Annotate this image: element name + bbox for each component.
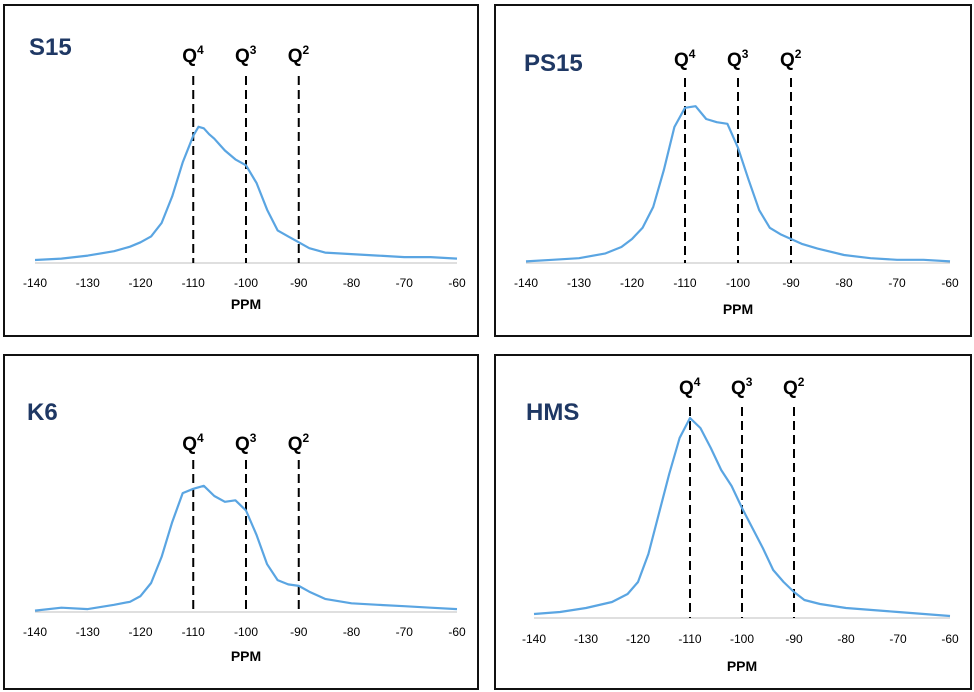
q2-superscript: 2 (303, 431, 310, 445)
x-tick-label: -130 (76, 276, 100, 290)
q3-label: Q3 (235, 431, 257, 455)
x-tick-label: -70 (889, 632, 907, 646)
panel-hms: HMS Q4 Q3 Q2 -140 -130 -120 -110 -100 -90 -80 -70 -6… (494, 354, 972, 690)
x-tick-label: -80 (837, 632, 855, 646)
x-tick-label: -100 (234, 276, 258, 290)
x-tick-label: -130 (574, 632, 598, 646)
panel-ps15: PS15 Q4 Q3 Q2 -140 -130 -120 -110 -100 -90 -80 -70 -… (494, 4, 972, 337)
panel-title: HMS (526, 399, 579, 426)
chart-svg: HMS Q4 Q3 Q2 -140 -130 -120 -110 -100 -90 -80 -70 -6… (522, 375, 959, 674)
x-axis-title: PPM (723, 301, 753, 317)
x-tick-label: -140 (522, 632, 546, 646)
x-tick-label: -110 (673, 276, 696, 290)
q4-superscript: 4 (197, 43, 204, 57)
x-tick-label: -110 (678, 632, 701, 646)
x-tick-label: -140 (514, 276, 538, 290)
x-tick-label: -90 (290, 276, 308, 290)
x-tick-label: -120 (626, 632, 650, 646)
x-tick-label: -80 (343, 276, 361, 290)
x-tick-label: -60 (448, 625, 466, 639)
q3-superscript: 3 (746, 375, 753, 389)
q4-label: Q4 (182, 431, 204, 455)
x-tick-label: -70 (888, 276, 906, 290)
spectrum-line (533, 416, 951, 618)
x-axis-title: PPM (231, 296, 261, 312)
spectrum-line (525, 105, 951, 263)
q2-label: Q2 (783, 375, 805, 399)
x-axis-title: PPM (727, 658, 757, 674)
panel-k6: K6 Q4 Q3 Q2 -140 -130 -120 -110 -100 -90 -80 -70 -60… (3, 354, 479, 690)
q3-label: Q3 (235, 43, 257, 67)
x-tick-label: -120 (128, 276, 152, 290)
x-tick-label: -120 (620, 276, 644, 290)
x-tick-label: -100 (234, 625, 258, 639)
q2-superscript: 2 (303, 43, 310, 57)
q2-superscript: 2 (798, 375, 805, 389)
q4-label: Q4 (679, 375, 701, 399)
panel-title: S15 (29, 34, 72, 61)
x-tick-label: -130 (567, 276, 591, 290)
q3-superscript: 3 (742, 47, 749, 61)
chart-svg: S15 Q4 Q3 Q2 -140 -130 -120 -110 -100 -90 -80 -70 -6… (23, 34, 466, 312)
x-axis-title: PPM (231, 648, 261, 664)
q3-label: Q3 (731, 375, 753, 399)
x-tick-label: -60 (941, 632, 959, 646)
x-tick-label: -80 (835, 276, 853, 290)
q4-label: Q4 (674, 47, 696, 71)
panel-title: K6 (27, 399, 58, 426)
x-tick-label: -100 (726, 276, 750, 290)
q2-label: Q2 (288, 431, 310, 455)
x-tick-label: -100 (730, 632, 754, 646)
x-tick-label: -120 (128, 625, 152, 639)
q4-superscript: 4 (689, 47, 696, 61)
x-tick-label: -90 (782, 276, 800, 290)
panel-s15: S15 Q4 Q3 Q2 -140 -130 -120 -110 -100 -90 -80 -70 -6… (3, 4, 479, 337)
x-tick-label: -140 (23, 625, 47, 639)
panel-title: PS15 (524, 50, 583, 77)
x-tick-label: -90 (290, 625, 308, 639)
spectrum-line (34, 125, 458, 262)
q3-superscript: 3 (250, 431, 257, 445)
x-tick-label: -110 (182, 625, 205, 639)
q4-label: Q4 (182, 43, 204, 67)
chart-svg: K6 Q4 Q3 Q2 -140 -130 -120 -110 -100 -90 -80 -70 -60… (23, 399, 466, 664)
x-tick-label: -70 (396, 625, 414, 639)
x-tick-label: -60 (941, 276, 959, 290)
x-tick-label: -140 (23, 276, 47, 290)
x-tick-label: -90 (785, 632, 803, 646)
x-tick-label: -130 (76, 625, 100, 639)
x-tick-label: -60 (448, 276, 466, 290)
q3-superscript: 3 (250, 43, 257, 57)
q3-label: Q3 (727, 47, 749, 71)
x-tick-label: -110 (182, 276, 205, 290)
q2-superscript: 2 (795, 47, 802, 61)
spectrum-line (34, 484, 458, 612)
chart-svg: PS15 Q4 Q3 Q2 -140 -130 -120 -110 -100 -90 -80 -70 -… (514, 47, 959, 317)
x-tick-label: -80 (343, 625, 361, 639)
q4-superscript: 4 (197, 431, 204, 445)
q2-label: Q2 (288, 43, 310, 67)
x-tick-label: -70 (396, 276, 414, 290)
q2-label: Q2 (780, 47, 802, 71)
q4-superscript: 4 (694, 375, 701, 389)
